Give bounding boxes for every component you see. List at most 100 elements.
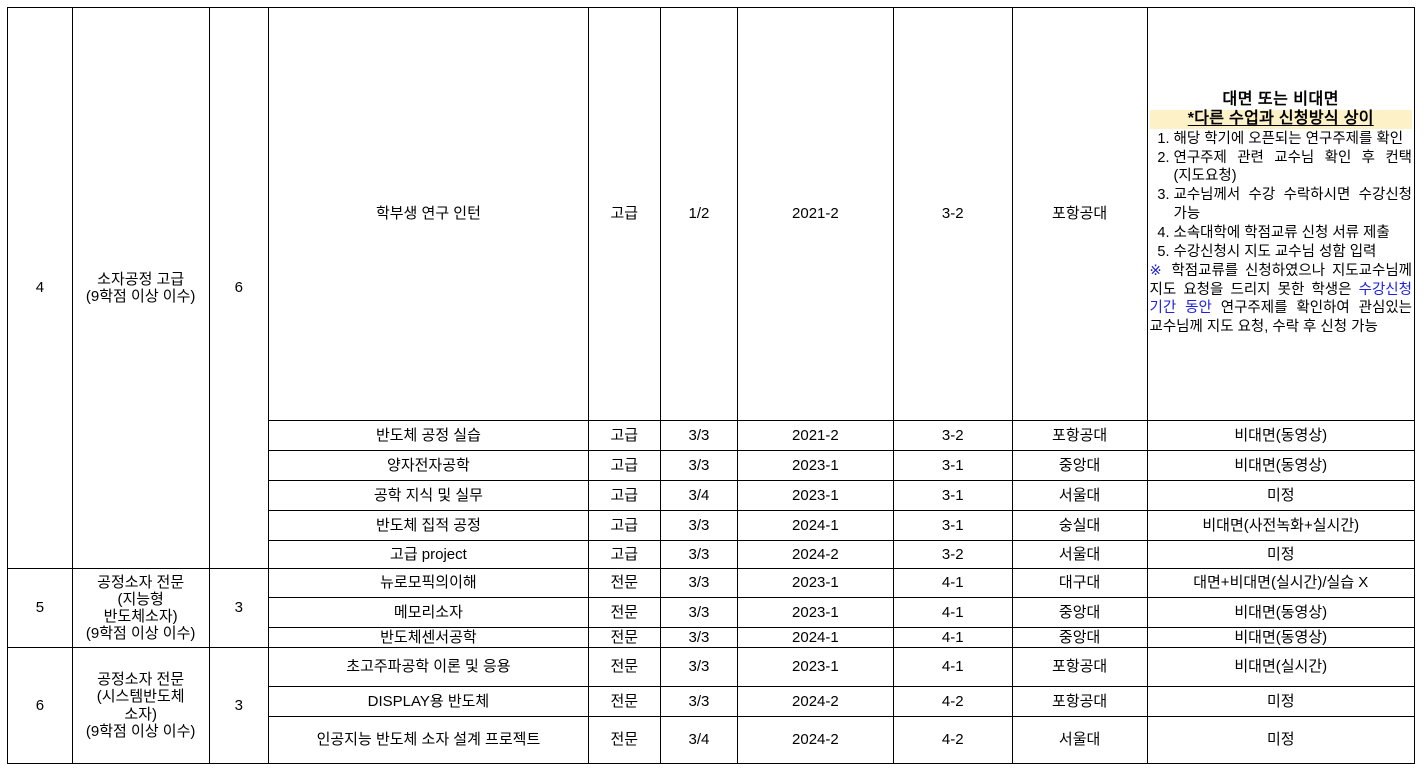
table-row: 양자전자공학 고급 3/3 2023-1 3-1 중앙대 비대면(동영상): [8, 450, 1415, 481]
note-step-item: 소속대학에 학점교류 신청 서류 제출: [1174, 224, 1413, 243]
track-track-sub2: 소자): [124, 705, 157, 723]
block-number-cell: 4: [7, 7, 73, 569]
enrollment-note-cell: 대면 또는 비대면 *다른 수업과 신청방식 상이해당 학기에 오픈되는 연구주제…: [1146, 7, 1415, 421]
course-hours-cell: 3/3: [659, 647, 739, 687]
course-term-cell: 2021-2: [737, 7, 894, 421]
course-university-cell: 중앙대: [1011, 597, 1148, 628]
course-mode-cell: 미정: [1146, 716, 1415, 764]
note-step-item: 해당 학기에 오픈되는 연구주제를 확인: [1174, 130, 1413, 149]
track-track-sub: (시스템반도체: [96, 688, 185, 706]
course-hours-cell: 3/4: [659, 480, 739, 511]
note-paragraph-part-1: 학점교류를 신청하였으나 지도교수님께 지도 요청을 드리지 못한 학생은: [1149, 262, 1413, 298]
course-term-cell: 2024-2: [737, 686, 894, 717]
reference-mark-icon: ※: [1149, 262, 1165, 279]
course-name-cell: 반도체 집적 공정: [268, 510, 589, 541]
note-paragraph-emphasis: 수강신청 기간 동안: [1149, 281, 1413, 317]
track-track-sub2: 반도체소자): [103, 608, 178, 625]
course-university-cell: 중앙대: [1011, 450, 1148, 481]
course-mode-cell: 비대면(동영상): [1146, 420, 1415, 451]
track-track-main: 소자공정 고급: [97, 270, 185, 288]
course-name-cell: 공학 지식 및 실무: [268, 480, 589, 511]
course-university-cell: 대구대: [1011, 568, 1148, 598]
course-hours-cell: 3/3: [659, 540, 739, 569]
course-level-cell: 전문: [587, 568, 661, 598]
course-mode-cell: 미정: [1146, 540, 1415, 569]
course-term-cell: 2024-2: [737, 540, 894, 569]
course-level-cell: 고급: [587, 420, 661, 451]
note-paragraph-part-2: 연구주제를 확인하여 관심있는 교수님께 지도 요청, 수락 후 신청 가능: [1149, 300, 1413, 336]
course-term-cell: 2024-1: [737, 510, 894, 541]
table-row: 5 공정소자 전문 (지능형 반도체소자) (9학점 이상 이수) 3 뉴로모픽의이해 전문 3…: [7, 568, 1415, 648]
block-number-cell: 5: [7, 568, 73, 648]
course-mode-cell: 대면+비대면(실시간)/실습 X: [1146, 568, 1415, 598]
course-name-cell: 초고주파공학 이론 및 응용: [268, 647, 589, 687]
note-step-item: 수강신청시 지도 교수님 성함 입력: [1174, 243, 1413, 262]
table-row: 반도체센서공학 전문 3/3 2024-1 4-1 중앙대 비대면(동영상): [8, 627, 1415, 648]
curriculum-table-sheet: 4 소자공정 고급 (9학점 이상 이수) 6 학부생 연구 인턴 고급 1/2 2021-2…: [7, 7, 1415, 764]
course-term-cell: 2023-1: [737, 480, 894, 511]
table-body: 4 소자공정 고급 (9학점 이상 이수) 6 학부생 연구 인턴 고급 1/2 2021-2…: [7, 7, 1415, 764]
course-grade-cell: 4-2: [892, 716, 1013, 764]
course-grade-cell: 3-1: [892, 450, 1013, 481]
table-row: 인공지능 반도체 소자 설계 프로젝트 전문 3/4 2024-2 4-2 서울대 미정: [8, 716, 1415, 764]
course-mode-cell: 비대면(사전녹화+실시간): [1146, 510, 1415, 541]
table-row: 반도체 집적 공정 고급 3/3 2024-1 3-1 숭실대 비대면(사전녹화+실시간): [8, 510, 1415, 541]
track-credits-cell: 3: [208, 568, 270, 648]
course-university-cell: 중앙대: [1011, 627, 1148, 648]
course-university-cell: 서울대: [1011, 480, 1148, 511]
course-grade-cell: 3-1: [892, 510, 1013, 541]
course-university-cell: 포항공대: [1011, 686, 1148, 717]
course-mode-cell: 비대면(동영상): [1146, 597, 1415, 628]
course-level-cell: 고급: [587, 7, 661, 421]
track-track-note: (9학점 이상 이수): [85, 288, 196, 305]
course-hours-cell: 3/4: [659, 716, 739, 764]
table-row: 메모리소자 전문 3/3 2023-1 4-1 중앙대 비대면(동영상): [8, 597, 1415, 628]
track-track-note: (9학점 이상 이수): [85, 625, 196, 643]
course-hours-cell: 3/3: [659, 568, 739, 598]
course-name-cell: 반도체센서공학: [268, 627, 589, 648]
note-step-item: 교수님께서 수강 수락하시면 수강신청 가능: [1174, 186, 1413, 224]
course-mode-cell: 비대면(동영상): [1146, 627, 1415, 648]
course-university-cell: 서울대: [1011, 716, 1148, 764]
course-term-cell: 2023-1: [737, 568, 894, 598]
table-row: 4 소자공정 고급 (9학점 이상 이수) 6 학부생 연구 인턴 고급 1/2 2021-2…: [7, 7, 1415, 569]
track-name-cell: 공정소자 전문 (지능형 반도체소자) (9학점 이상 이수): [71, 568, 210, 648]
table-row: 6 공정소자 전문 (시스템반도체 소자) (9학점 이상 이수) 3 초고주파공학 이론 …: [7, 647, 1415, 764]
course-name-cell: 뉴로모픽의이해: [268, 568, 589, 598]
track-track-sub: (지능형: [117, 590, 164, 608]
track-track-note: (9학점 이상 이수): [85, 722, 196, 740]
course-level-cell: 전문: [587, 627, 661, 648]
table-row: DISPLAY용 반도체 전문 3/3 2024-2 4-2 포항공대 미정: [8, 686, 1415, 717]
course-term-cell: 2023-1: [737, 647, 894, 687]
curriculum-table: 4 소자공정 고급 (9학점 이상 이수) 6 학부생 연구 인턴 고급 1/2 2021-2…: [7, 7, 1415, 764]
track-credits-cell: 3: [208, 647, 270, 764]
course-level-cell: 고급: [587, 480, 661, 511]
course-grade-cell: 4-1: [892, 647, 1013, 687]
note-step-list: 해당 학기에 오픈되는 연구주제를 확인연구주제 관련 교수님 확인 후 컨택(…: [1150, 130, 1413, 262]
course-level-cell: 전문: [587, 597, 661, 628]
course-hours-cell: 3/3: [659, 597, 739, 628]
course-grade-cell: 4-1: [892, 568, 1013, 598]
track-track-main: 공정소자 전문: [97, 671, 185, 688]
course-hours-cell: 3/3: [659, 510, 739, 541]
course-hours-cell: 3/3: [659, 686, 739, 717]
course-mode-cell: 미정: [1146, 686, 1415, 717]
course-university-cell: 숭실대: [1011, 510, 1148, 541]
course-mode-cell: 미정: [1146, 480, 1415, 511]
track-name-cell: 소자공정 고급 (9학점 이상 이수): [71, 7, 210, 569]
course-name-cell: 학부생 연구 인턴: [268, 7, 589, 421]
course-grade-cell: 3-1: [892, 480, 1013, 511]
track-name-cell: 공정소자 전문 (시스템반도체 소자) (9학점 이상 이수): [71, 647, 210, 764]
course-term-cell: 2023-1: [737, 597, 894, 628]
block-number-cell: 6: [7, 647, 73, 764]
track-track-main: 공정소자 전문: [97, 573, 185, 591]
course-university-cell: 포항공대: [1011, 420, 1148, 451]
course-hours-cell: 3/3: [659, 627, 739, 648]
course-hours-cell: 3/3: [659, 420, 739, 451]
course-hours-cell: 1/2: [659, 7, 739, 421]
course-name-cell: 양자전자공학: [268, 450, 589, 481]
course-grade-cell: 3-2: [892, 420, 1013, 451]
course-name-cell: 고급 project: [268, 540, 589, 569]
course-grade-cell: 4-2: [892, 686, 1013, 717]
course-level-cell: 전문: [587, 686, 661, 717]
